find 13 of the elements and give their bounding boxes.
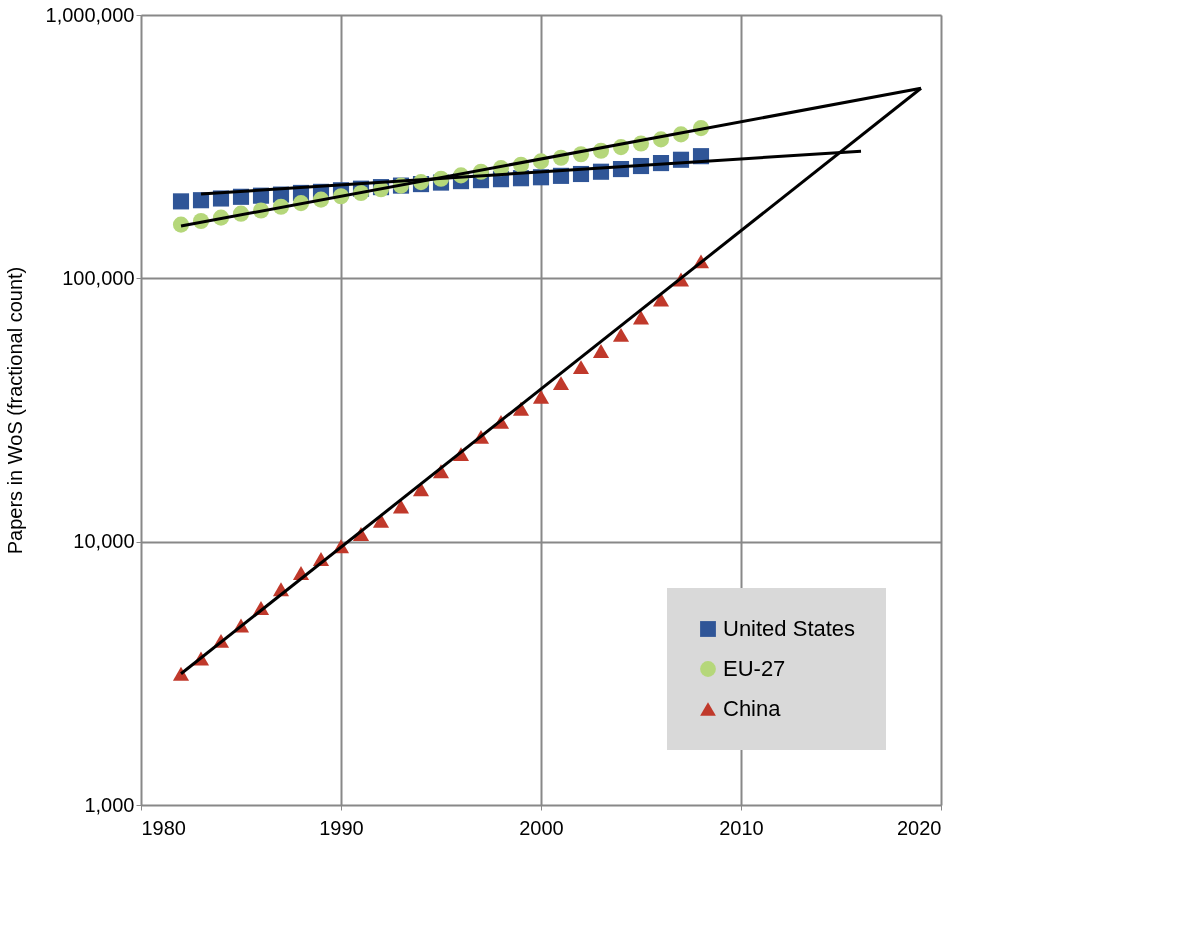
y-tick-label: 100,000 (62, 266, 135, 289)
y-tick-label: 1,000 (84, 793, 135, 816)
y-axis-title: Papers in WoS (fractional count) (3, 266, 26, 555)
legend-label: United States (723, 616, 856, 641)
x-tick-label: 1980 (141, 816, 186, 839)
x-tick-label: 2000 (519, 816, 564, 839)
legend-label: EU-27 (723, 656, 786, 681)
x-tick-label: 2020 (897, 816, 942, 839)
y-tick-label: 1,000,000 (45, 3, 135, 26)
y-tick-label: 10,000 (73, 530, 135, 553)
x-tick-label: 1990 (319, 816, 364, 839)
legend-label: China (723, 696, 782, 721)
x-tick-label: 2010 (719, 816, 764, 839)
